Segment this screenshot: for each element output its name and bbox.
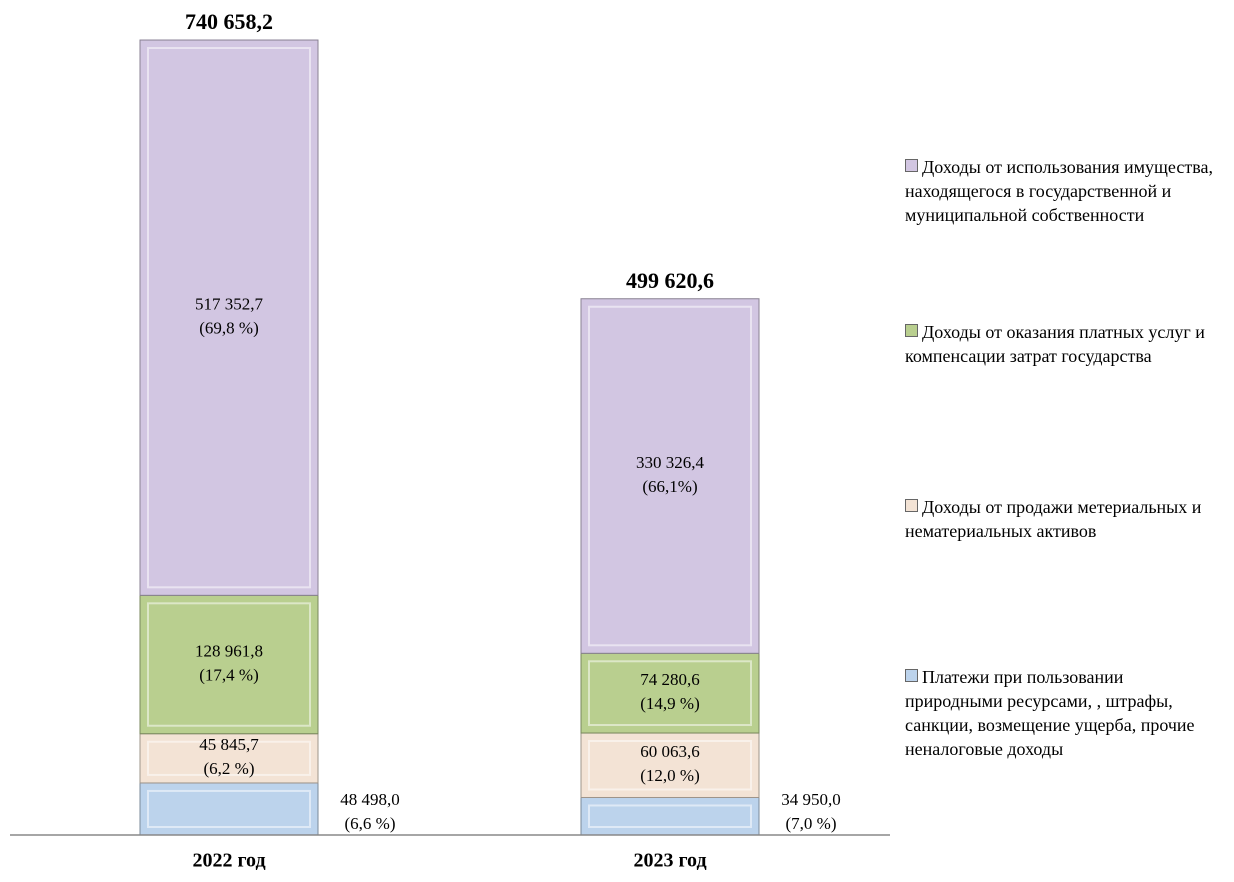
- bar-bevel: [588, 305, 752, 647]
- share-label: (6,6 %): [345, 814, 396, 833]
- legend-label: Доходы от продажи метериальных и нематер…: [905, 497, 1202, 541]
- legend-item: Доходы от продажи метериальных и нематер…: [905, 495, 1225, 543]
- legend-swatch: [905, 324, 918, 337]
- share-label: (6,2 %): [204, 759, 255, 778]
- bar-bevel: [588, 660, 752, 727]
- legend-item: Доходы от использования имущества, наход…: [905, 155, 1225, 227]
- value-label: 34 950,0: [781, 790, 841, 809]
- value-label: 60 063,6: [640, 742, 700, 761]
- bar-bevel: [147, 47, 311, 589]
- share-label: (7,0 %): [786, 814, 837, 833]
- value-label: 45 845,7: [199, 735, 259, 754]
- value-label: 74 280,6: [640, 670, 700, 689]
- bar-segment: [580, 298, 760, 654]
- x-tick-label: 2022 год: [192, 850, 265, 872]
- bar-segment: [139, 39, 319, 596]
- bar-bevel: [588, 740, 752, 791]
- x-tick-label: 2023 год: [633, 850, 706, 872]
- legend-swatch: [905, 499, 918, 512]
- share-label: (12,0 %): [640, 766, 699, 785]
- share-label: (66,1%): [642, 477, 697, 496]
- bar-segment: [580, 796, 760, 836]
- bar-segment: [580, 732, 760, 798]
- bar-segment: [580, 652, 760, 734]
- legend-item: Платежи при пользовании природными ресур…: [905, 665, 1225, 761]
- total-label: 740 658,2: [185, 9, 273, 34]
- legend-label: Платежи при пользовании природными ресур…: [905, 667, 1195, 759]
- total-label: 499 620,6: [626, 268, 714, 293]
- share-label: (17,4 %): [199, 665, 258, 684]
- share-label: (69,8 %): [199, 319, 258, 338]
- legend-swatch: [905, 159, 918, 172]
- legend-item: Доходы от оказания платных услуг и компе…: [905, 320, 1225, 368]
- value-label: 48 498,0: [340, 790, 400, 809]
- share-label: (14,9 %): [640, 694, 699, 713]
- legend-swatch: [905, 669, 918, 682]
- value-label: 517 352,7: [195, 295, 264, 314]
- legend-label: Доходы от оказания платных услуг и компе…: [905, 322, 1205, 366]
- legend-label: Доходы от использования имущества, наход…: [905, 157, 1213, 225]
- bar-bevel: [147, 602, 311, 727]
- bar-bevel: [147, 740, 311, 776]
- value-label: 128 961,8: [195, 641, 263, 660]
- value-label: 330 326,4: [636, 453, 705, 472]
- bar-bevel: [588, 804, 752, 828]
- bar-bevel: [147, 789, 311, 829]
